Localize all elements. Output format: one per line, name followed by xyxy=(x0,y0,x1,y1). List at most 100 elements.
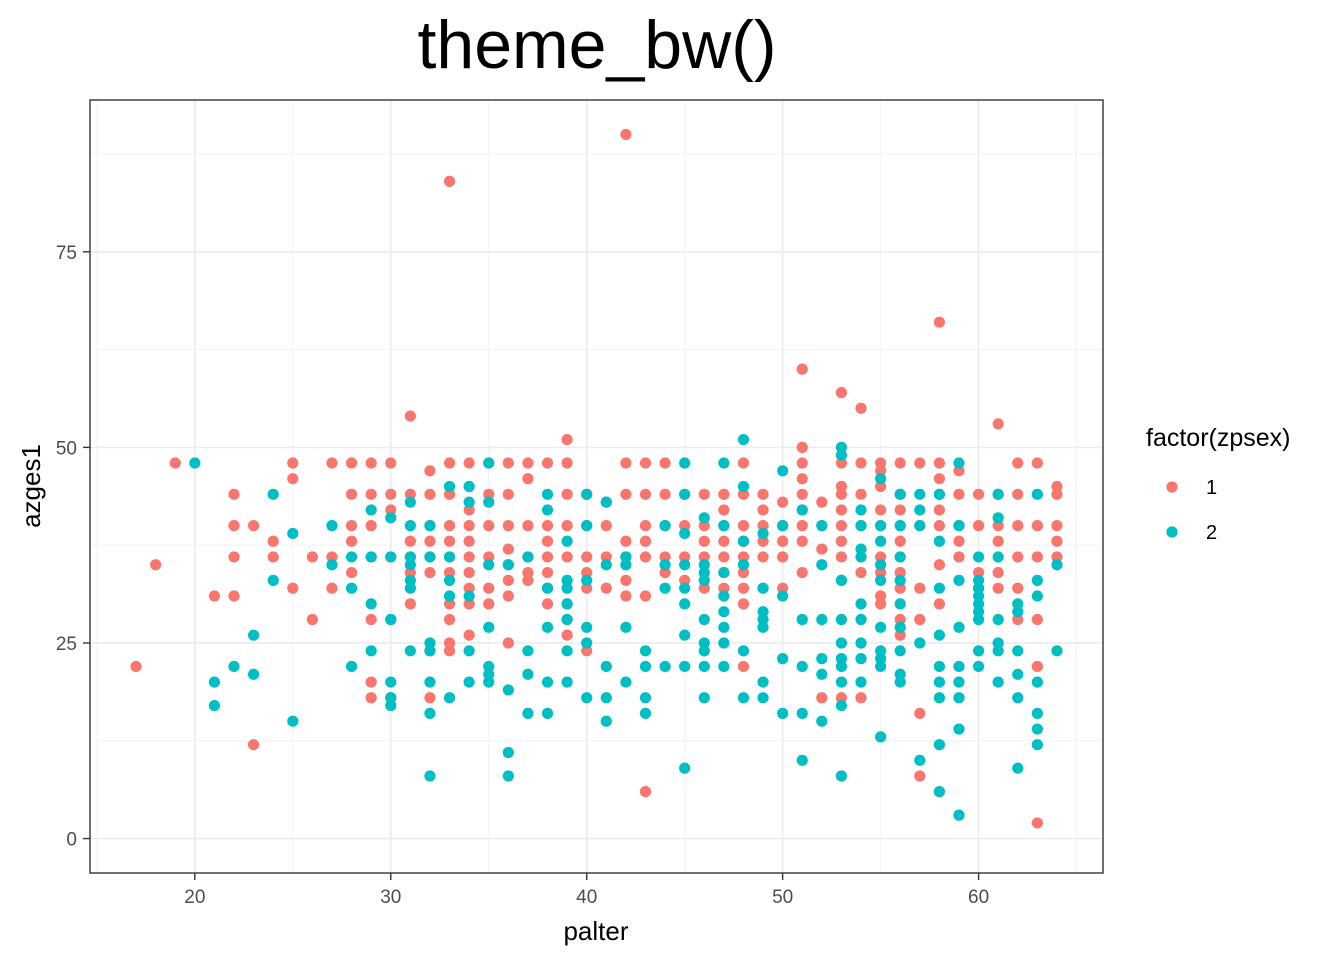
data-point xyxy=(855,402,867,414)
data-point xyxy=(953,457,965,469)
data-point xyxy=(875,559,887,571)
data-point xyxy=(620,590,632,602)
data-point xyxy=(679,629,691,641)
data-point xyxy=(443,488,456,500)
data-point xyxy=(835,551,848,563)
data-point xyxy=(659,520,671,532)
data-point xyxy=(992,637,1004,649)
legend-title: factor(zpsex) xyxy=(1146,424,1290,452)
data-point xyxy=(894,621,906,633)
data-point xyxy=(287,473,299,485)
data-point xyxy=(463,520,475,532)
x-axis: 20 30 40 50 60 xyxy=(184,873,989,908)
data-point xyxy=(541,566,554,579)
data-point xyxy=(718,504,730,516)
data-point xyxy=(757,527,769,540)
data-point xyxy=(679,527,691,540)
data-point xyxy=(326,559,338,571)
data-point xyxy=(796,441,808,453)
data-point xyxy=(502,520,514,532)
data-point xyxy=(502,574,514,586)
data-point xyxy=(443,175,456,187)
data-point xyxy=(737,645,750,657)
data-point xyxy=(365,613,377,626)
data-point xyxy=(816,496,828,508)
data-point xyxy=(933,598,945,610)
data-point xyxy=(659,566,671,579)
data-point xyxy=(992,535,1004,547)
data-point xyxy=(757,520,769,532)
data-point xyxy=(992,488,1004,500)
data-point xyxy=(972,488,985,500)
data-point xyxy=(326,520,338,532)
data-point xyxy=(796,504,808,516)
data-point xyxy=(189,457,201,469)
data-point xyxy=(894,457,906,469)
data-point xyxy=(345,457,358,469)
data-point xyxy=(835,613,848,626)
data-point xyxy=(404,520,416,532)
data-point xyxy=(208,590,221,602)
data-point xyxy=(737,551,750,563)
data-point xyxy=(698,637,710,649)
data-point xyxy=(1051,488,1063,500)
data-point xyxy=(777,653,789,665)
data-point xyxy=(620,457,632,469)
data-point xyxy=(1031,707,1043,719)
data-point xyxy=(855,520,867,532)
data-point xyxy=(796,613,808,626)
data-point xyxy=(757,613,769,626)
data-point xyxy=(561,598,573,610)
data-point xyxy=(914,613,926,626)
data-point xyxy=(561,629,573,641)
data-point xyxy=(679,762,691,774)
data-point xyxy=(581,582,593,594)
data-point xyxy=(600,692,612,704)
data-point xyxy=(875,731,887,743)
data-point xyxy=(737,598,750,610)
data-point xyxy=(600,520,612,532)
data-point xyxy=(914,754,926,766)
data-point xyxy=(972,582,985,594)
data-point xyxy=(306,613,318,626)
data-point xyxy=(855,637,867,649)
data-point xyxy=(345,660,358,673)
data-point xyxy=(600,715,612,727)
y-tick-label: 0 xyxy=(66,830,77,851)
data-point xyxy=(483,582,495,594)
data-point xyxy=(698,566,710,579)
data-point xyxy=(639,590,652,602)
data-point xyxy=(679,574,691,586)
data-point xyxy=(443,574,456,586)
data-point xyxy=(443,520,456,532)
data-point xyxy=(914,770,926,782)
data-point xyxy=(698,660,710,673)
data-point xyxy=(777,465,789,477)
data-point xyxy=(522,645,534,657)
data-point xyxy=(463,676,475,688)
data-point xyxy=(1051,645,1063,657)
data-point xyxy=(424,488,436,500)
data-point xyxy=(875,660,887,673)
data-point xyxy=(541,551,554,563)
data-point xyxy=(228,551,240,563)
data-point xyxy=(463,566,475,579)
data-point xyxy=(698,559,710,571)
data-point xyxy=(581,637,593,649)
data-point xyxy=(777,707,789,719)
data-point xyxy=(561,645,573,657)
data-point xyxy=(541,504,554,516)
data-point xyxy=(875,457,887,469)
data-point xyxy=(796,363,808,375)
data-point xyxy=(894,676,906,688)
data-point xyxy=(816,543,828,555)
data-point xyxy=(855,457,867,469)
data-point xyxy=(953,621,965,633)
data-point xyxy=(1012,692,1024,704)
data-point xyxy=(287,715,299,727)
data-point xyxy=(933,488,945,500)
data-point xyxy=(443,457,456,469)
data-point xyxy=(816,520,828,532)
data-point xyxy=(679,598,691,610)
